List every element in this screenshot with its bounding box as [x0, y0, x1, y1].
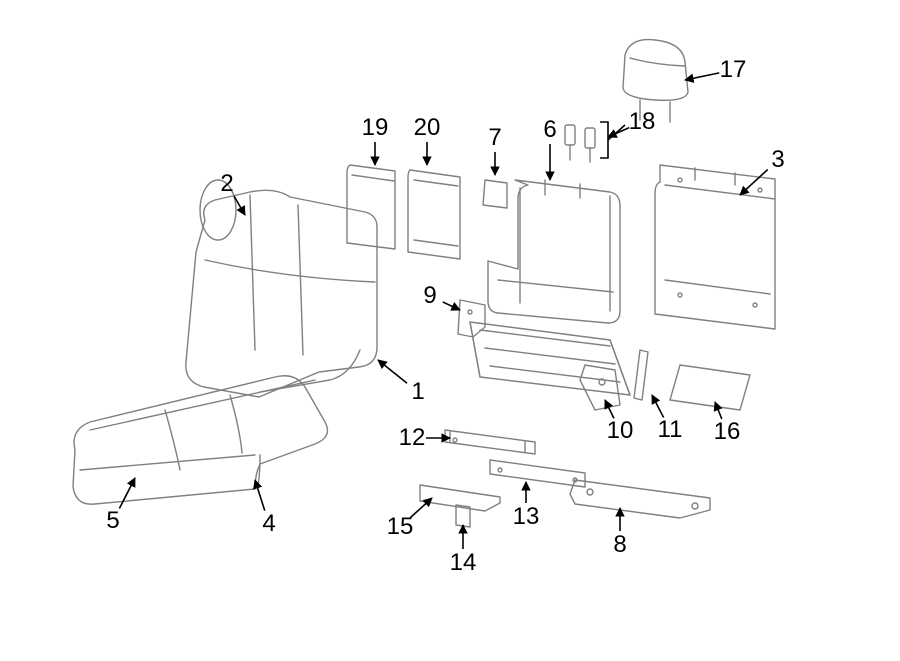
- callout-label-6: 6: [543, 116, 556, 144]
- callout-label-7: 7: [488, 124, 501, 152]
- callout-label-20: 20: [414, 114, 441, 142]
- callout-label-13: 13: [513, 503, 540, 531]
- callout-label-14: 14: [450, 549, 477, 577]
- callout-arrow-1: [378, 360, 407, 383]
- callout-label-10: 10: [607, 417, 634, 445]
- callout-arrow-4: [255, 480, 265, 511]
- callout-arrow-18: [608, 128, 629, 137]
- callout-arrow-3: [740, 169, 768, 195]
- callout-label-1: 1: [411, 378, 424, 406]
- callout-label-15: 15: [387, 513, 414, 541]
- callout-label-9: 9: [423, 282, 436, 310]
- diagram-stage: 1234567891011121314151617181920: [0, 0, 900, 661]
- callout-arrow-15: [410, 498, 432, 518]
- callout-label-8: 8: [613, 531, 626, 559]
- callout-arrow-10: [605, 400, 614, 418]
- callout-arrow-11: [652, 395, 664, 418]
- callout-label-11: 11: [658, 416, 683, 444]
- callout-label-3: 3: [771, 146, 784, 174]
- callout-arrow-16: [715, 402, 722, 419]
- callout-arrow-17: [685, 73, 719, 80]
- callout-arrow-2: [234, 196, 245, 215]
- callout-label-2: 2: [220, 170, 233, 198]
- callout-label-16: 16: [714, 418, 741, 446]
- callout-arrow-9: [443, 302, 460, 310]
- callout-label-17: 17: [720, 56, 747, 84]
- callout-label-18: 18: [629, 108, 656, 136]
- callout-label-5: 5: [106, 507, 119, 535]
- callout-label-12: 12: [399, 424, 426, 452]
- callout-label-19: 19: [362, 114, 389, 142]
- callout-arrow-5: [119, 478, 135, 509]
- callout-label-4: 4: [262, 510, 275, 538]
